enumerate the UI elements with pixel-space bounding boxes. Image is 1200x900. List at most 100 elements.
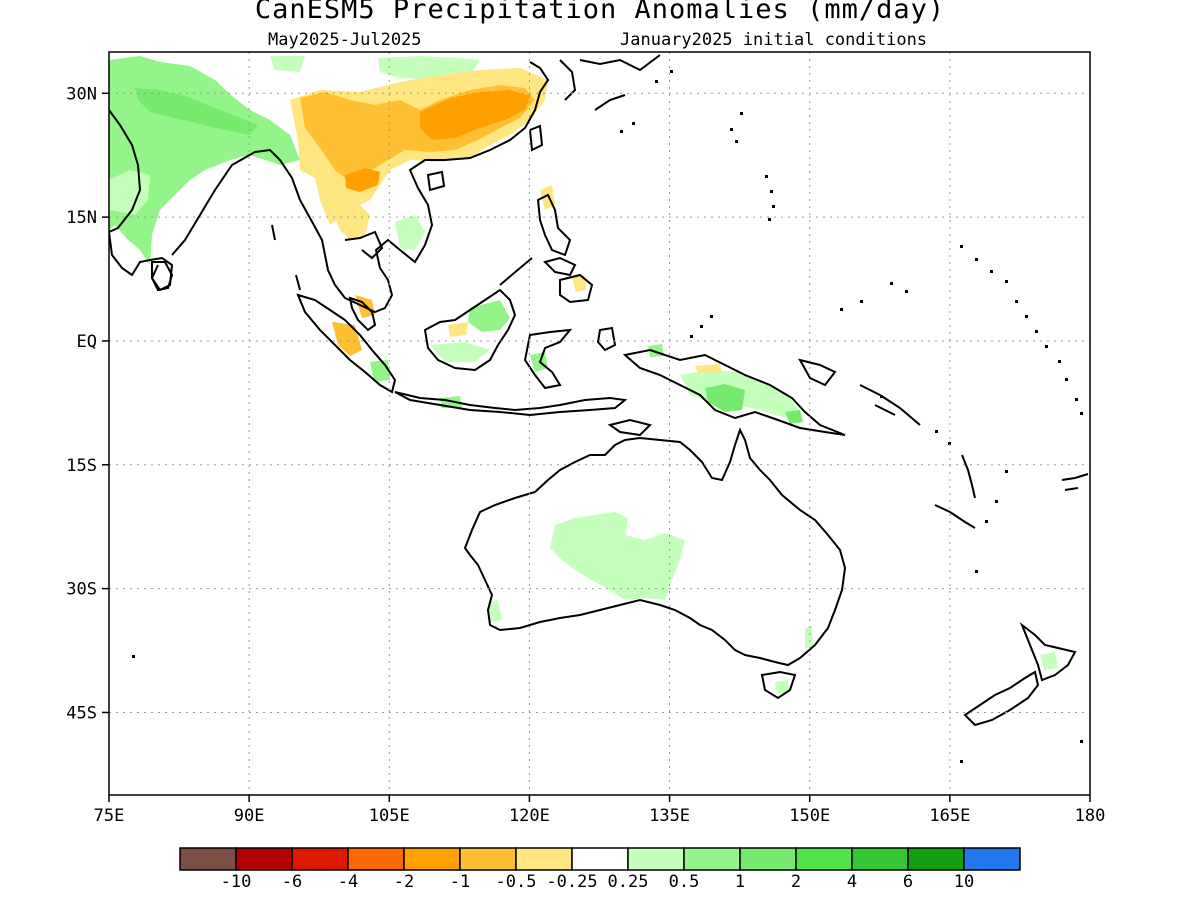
colorbar-swatch — [683, 847, 741, 871]
lat-tick-label: 15S — [66, 456, 97, 476]
island-speck — [975, 258, 978, 261]
anomaly-green-himalaya-strong — [135, 88, 258, 135]
colorbar-label: -1 — [450, 872, 470, 892]
coast-newguinea — [622, 348, 846, 436]
coast-timor — [607, 418, 652, 437]
island-speck — [1025, 315, 1028, 318]
coast-java — [394, 391, 628, 417]
coast-visayas — [543, 256, 577, 277]
colorbar-swatch — [179, 847, 237, 871]
coast-srilanka — [151, 261, 174, 292]
graticule — [109, 52, 1090, 795]
anomaly-green-newzealand — [1040, 652, 1058, 670]
island-speck — [132, 655, 135, 658]
island-speck — [632, 122, 635, 125]
colorbar-label: -0.25 — [546, 872, 597, 892]
lon-tick-label: 90E — [234, 806, 265, 826]
anomaly-yellow-thailand — [330, 200, 370, 240]
anomaly-green-newguinea-east — [785, 410, 803, 424]
map-frame — [108, 51, 1091, 796]
lon-tick-label: 180 — [1075, 806, 1106, 826]
coastlines — [109, 54, 1089, 727]
island-speck — [985, 520, 988, 523]
colorbar-label: -2 — [394, 872, 414, 892]
anomaly-green-north-2 — [270, 56, 305, 72]
coast-malaysia — [348, 296, 377, 332]
colorbar-label: 6 — [903, 872, 913, 892]
island-speck — [710, 315, 713, 318]
lon-tick-label: 150E — [789, 806, 830, 826]
island-speck — [730, 128, 733, 131]
lat-tick-label: 30N — [66, 84, 97, 104]
anomaly-green-vietnam — [395, 215, 425, 250]
coast-sumatra — [296, 293, 397, 394]
colorbar-label: 4 — [847, 872, 857, 892]
anomaly-shading — [109, 56, 1058, 694]
coast-palawan — [499, 257, 533, 286]
coast-luzon — [536, 193, 572, 257]
coast-halmahera — [596, 326, 617, 352]
pacific-islands — [132, 70, 1083, 763]
initial-conditions: January2025 initial conditions — [620, 30, 928, 50]
colorbar-label: 2 — [791, 872, 801, 892]
anomaly-yellow-borneo — [448, 322, 468, 337]
island-speck — [1075, 398, 1078, 401]
island-speck — [768, 218, 771, 221]
anomaly-green-borneo — [468, 300, 510, 332]
island-speck — [995, 500, 998, 503]
island-speck — [1035, 330, 1038, 333]
colorbar-label: 1 — [735, 872, 745, 892]
island-speck — [990, 270, 993, 273]
island-speck — [765, 175, 768, 178]
anomaly-yellow-newguinea — [695, 364, 722, 373]
island-speck — [1005, 470, 1008, 473]
colorbar-swatch — [403, 847, 461, 871]
colorbar-swatch — [571, 847, 629, 871]
island-speck — [670, 70, 673, 73]
coast-india — [109, 109, 301, 292]
coast-thailand-gulf — [344, 230, 384, 260]
coast-newcaledonia — [934, 504, 976, 529]
coast-fiji — [1061, 473, 1089, 491]
anomaly-green-tasmania — [775, 680, 790, 694]
colorbar-label: 10 — [954, 872, 974, 892]
coast-hainan — [426, 170, 446, 192]
coast-andaman — [271, 224, 301, 291]
forecast-period: May2025-Jul2025 — [268, 30, 422, 50]
island-speck — [905, 290, 908, 293]
colorbar-label: -6 — [282, 872, 302, 892]
island-speck — [880, 395, 883, 398]
colorbar-swatch — [515, 847, 573, 871]
colorbar-label: 0.5 — [669, 872, 700, 892]
colorbar-label: -10 — [221, 872, 252, 892]
island-speck — [960, 760, 963, 763]
anomaly-orange-indochina — [345, 168, 380, 192]
colorbar-swatch — [851, 847, 909, 871]
latitude-axis: 30N 15N EQ 15S 30S 45S — [66, 84, 109, 723]
coast-vanuatu — [961, 454, 976, 499]
island-speck — [1065, 378, 1068, 381]
colorbar-swatch — [627, 847, 685, 871]
longitude-axis: 75E 90E 105E 120E 135E 150E 165E 180 — [94, 795, 1106, 826]
lon-tick-label: 120E — [509, 806, 550, 826]
coast-newzealand-north — [1019, 621, 1077, 682]
coast-mindanao — [559, 273, 594, 304]
anomaly-green-east-australia — [805, 626, 813, 648]
island-speck — [1058, 360, 1061, 363]
coast-taiwan — [528, 124, 544, 152]
island-speck — [1080, 740, 1083, 743]
colorbar-label: -0.5 — [496, 872, 537, 892]
island-speck — [700, 325, 703, 328]
anomaly-green-newguinea-strong — [705, 384, 745, 412]
island-speck — [935, 430, 938, 433]
coast-borneo — [423, 288, 517, 372]
island-speck — [735, 140, 738, 143]
anomaly-green-australia — [550, 512, 685, 600]
coast-myanmar — [299, 61, 550, 314]
island-speck — [975, 570, 978, 573]
lat-tick-label: 30S — [66, 580, 97, 600]
island-speck — [1080, 412, 1083, 415]
island-speck — [960, 245, 963, 248]
island-speck — [1045, 345, 1048, 348]
